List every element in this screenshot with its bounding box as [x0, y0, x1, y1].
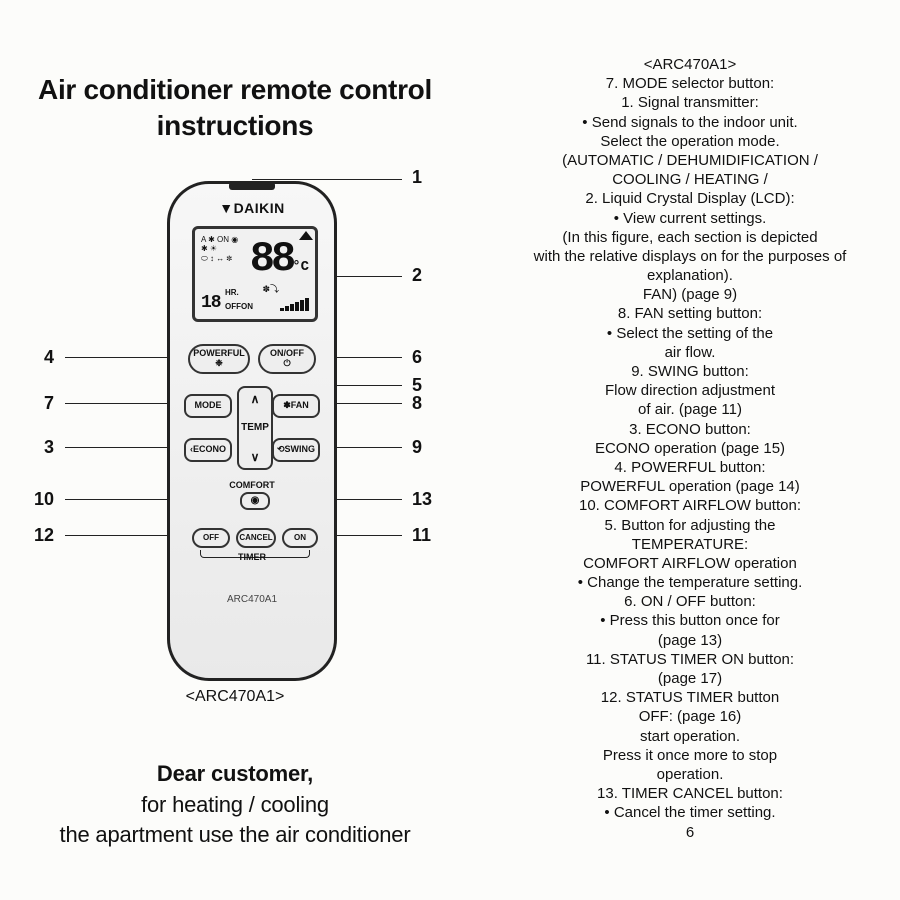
lcd-fan-bars: [280, 298, 309, 311]
callout-12: 12: [34, 525, 54, 546]
remote-body: ▼DAIKIN A ✱ ON ◉ ✱ ☀ ⬭ ↕ ↔ ✽ 88°C 18 HR.…: [167, 181, 337, 681]
ir-transmitter: [229, 182, 275, 190]
callout-2: 2: [412, 265, 422, 286]
brand-label: ▼DAIKIN: [170, 200, 334, 216]
callout-7: 7: [44, 393, 54, 414]
mode-button: MODE: [184, 394, 232, 418]
temp-button: ∧ TEMP ∨: [237, 386, 273, 470]
onoff-button: ON/OFF ⏻: [258, 344, 316, 374]
comfort-button: ◉: [240, 492, 270, 510]
page-title: Air conditioner remote control instructi…: [0, 72, 470, 145]
swing-button: ⟲SWING: [272, 438, 320, 462]
callout-8: 8: [412, 393, 422, 414]
timer-label: TIMER: [170, 552, 334, 562]
callout-3: 3: [44, 437, 54, 458]
fan-button: ✽FAN: [272, 394, 320, 418]
timer-on-button: ON: [282, 528, 318, 548]
model-caption: <ARC470A1>: [0, 688, 470, 706]
lcd-mode-icons: A ✱ ON ◉ ✱ ☀ ⬭ ↕ ↔ ✽: [201, 235, 238, 264]
callout-1: 1: [412, 167, 422, 188]
comfort-label: COMFORT: [170, 480, 334, 490]
callout-10: 10: [34, 489, 54, 510]
timer-off-button: OFF: [192, 528, 230, 548]
callout-6: 6: [412, 347, 422, 368]
model-label: ARC470A1: [170, 594, 334, 605]
econo-button: ‹ECONO: [184, 438, 232, 462]
callout-13: 13: [412, 489, 432, 510]
lcd-display: A ✱ ON ◉ ✱ ☀ ⬭ ↕ ↔ ✽ 88°C 18 HR. OFFON ✽…: [192, 226, 318, 322]
callout-4: 4: [44, 347, 54, 368]
timer-cancel-button: CANCEL: [236, 528, 276, 548]
callout-9: 9: [412, 437, 422, 458]
powerful-button: POWERFUL ❉: [188, 344, 250, 374]
footer-note: Dear customer, for heating / cooling the…: [0, 759, 470, 851]
description-column: <ARC470A1> 7. MODE selector button: 1. S…: [490, 55, 890, 842]
callout-11: 11: [412, 525, 431, 546]
remote-diagram: 1 2 6 5 8 9 13 11 4 7 3 10 12 ▼DAIKIN: [0, 163, 470, 723]
